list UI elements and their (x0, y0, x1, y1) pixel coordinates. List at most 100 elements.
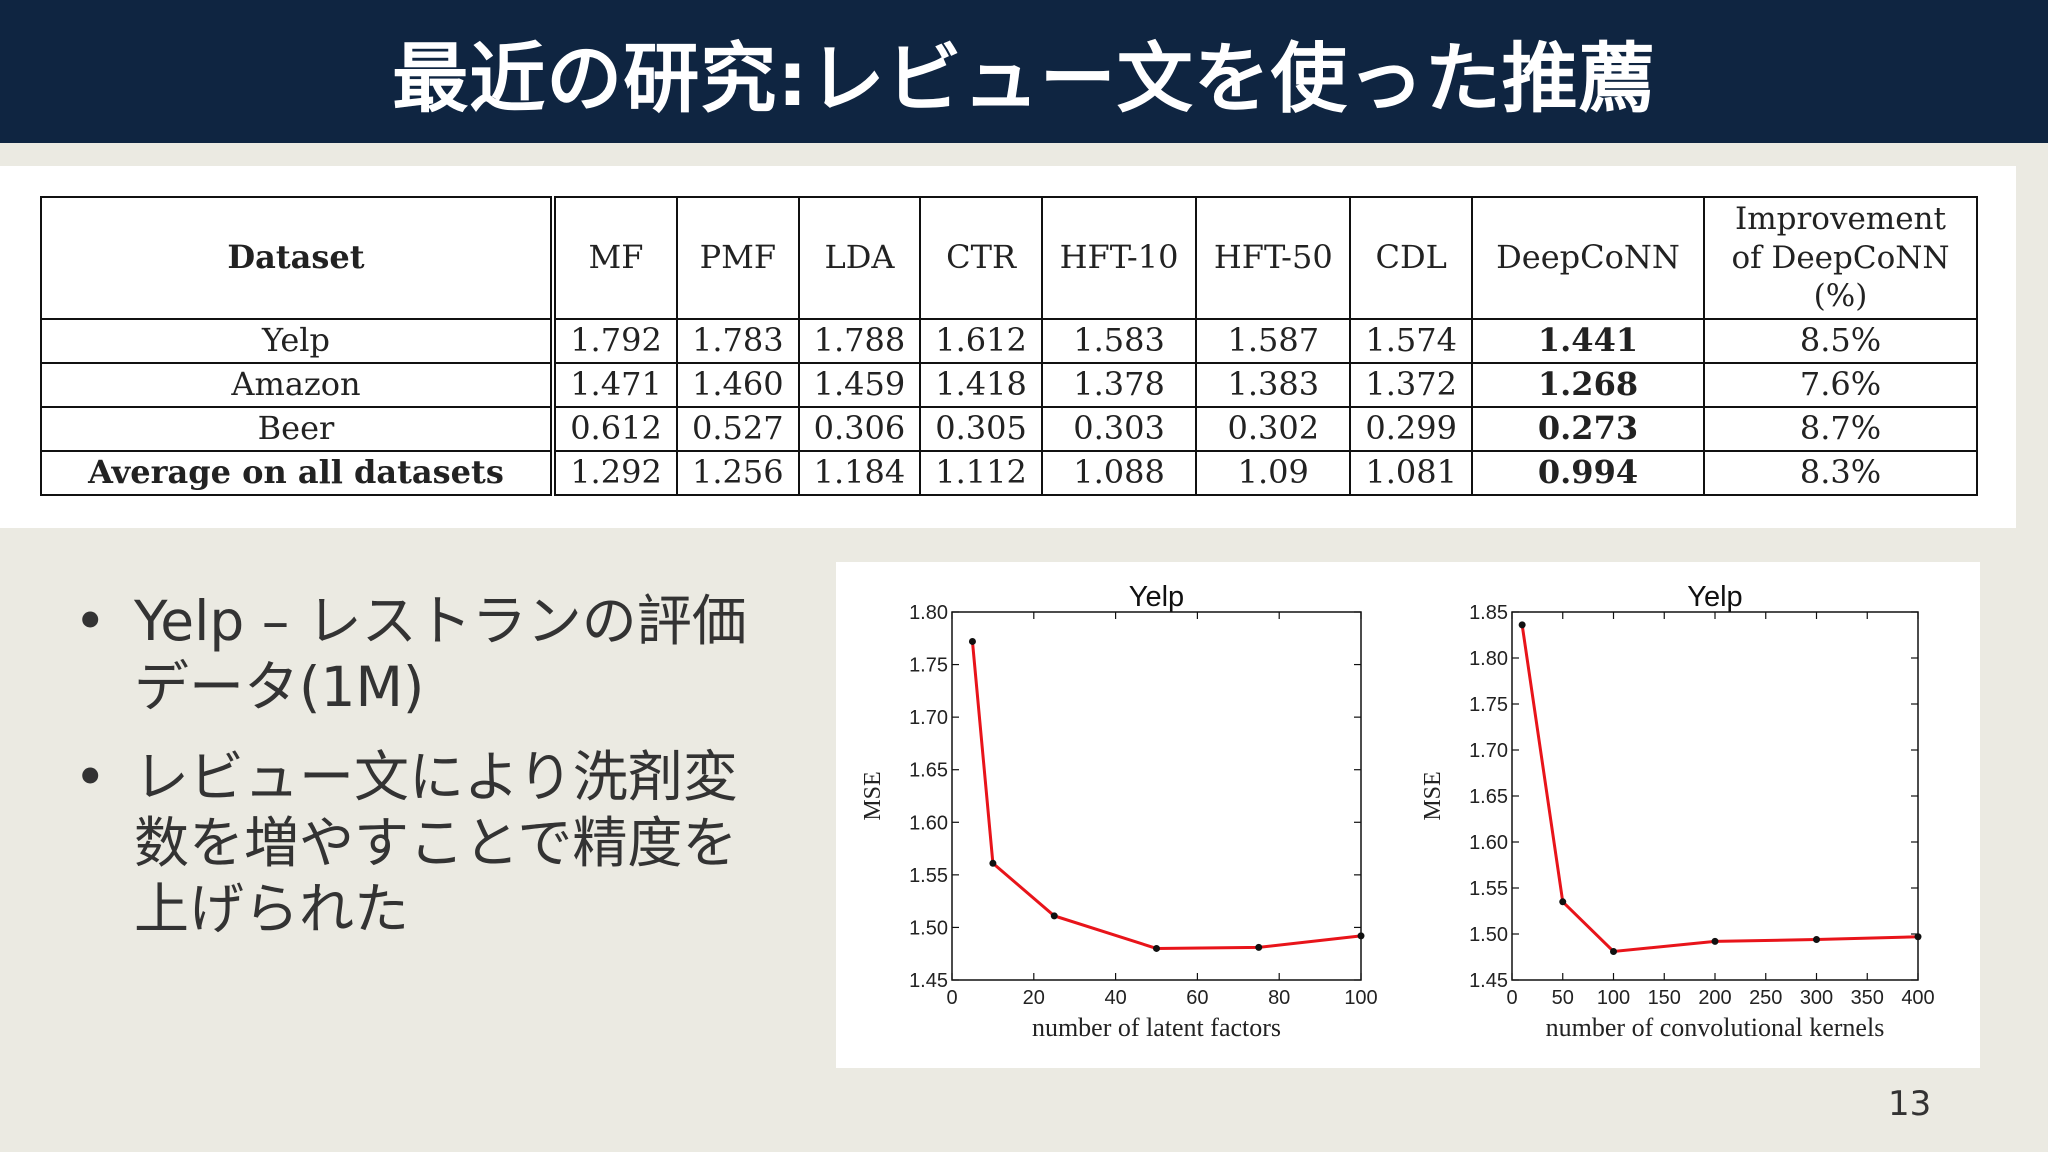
cell-hft-50: 1.587 (1195, 318, 1352, 364)
y-axis-label: MSE (1420, 771, 1446, 820)
cell-dataset: Average on all datasets (40, 450, 556, 496)
y-tick-label: 1.50 (1469, 924, 1508, 946)
data-point (1050, 912, 1058, 920)
series-line (970, 641, 1362, 950)
header-lda: LDA (797, 196, 922, 320)
data-point (1357, 932, 1365, 940)
slide-title: 最近の研究:レビュー文を使った推薦 (392, 33, 1656, 123)
x-tick-label: 50 (1552, 987, 1574, 1009)
data-point (1559, 898, 1567, 906)
x-tick-label: 200 (1698, 987, 1731, 1009)
x-tick-label: 400 (1901, 987, 1934, 1009)
charts-svg: 1.45 1.50 1.55 1.60 1.65 1.70 1.75 1.80 0 20 40 60 8… (860, 581, 1935, 1042)
data-point (989, 859, 997, 867)
cell-deepconn: 0.994 (1471, 450, 1705, 496)
header-improvement-line: of DeepCoNN (1731, 239, 1950, 276)
y-tick-label: 1.80 (1469, 648, 1508, 670)
x-axis-label: number of latent factors (1032, 1013, 1281, 1042)
header-cdl: CDL (1349, 196, 1474, 320)
cell-hft-10: 0.303 (1040, 406, 1198, 452)
x-tick-label: 80 (1268, 987, 1290, 1009)
x-tick-label: 60 (1186, 987, 1208, 1009)
bullet-line: Yelp – レストランの評価 (134, 589, 747, 653)
table-row: Beer 0.612 0.527 0.306 0.305 0.303 0.302… (40, 406, 1979, 452)
cell-deepconn: 1.441 (1471, 318, 1705, 364)
bullet-line: レビュー文により洗剤変 (134, 745, 738, 809)
data-point (1813, 936, 1820, 944)
y-tick-label: 1.70 (909, 707, 948, 729)
header-pmf: PMF (676, 196, 800, 320)
cell-cdl: 1.081 (1349, 450, 1474, 496)
y-tick-label: 1.75 (909, 655, 948, 677)
y-tick-label: 1.60 (1469, 832, 1508, 854)
y-tick-label: 1.60 (909, 812, 948, 834)
cell-lda: 1.184 (797, 450, 922, 496)
header-ctr: CTR (919, 196, 1043, 320)
cell-cdl: 0.299 (1349, 406, 1474, 452)
cell-lda: 0.306 (797, 406, 922, 452)
y-tick-label: 1.75 (1469, 694, 1508, 716)
bullet-item: レビュー文により洗剤変 数を増やすことで精度を 上げられた (70, 744, 810, 942)
y-axis-label: MSE (860, 771, 886, 820)
y-tick-label: 1.50 (909, 917, 948, 939)
x-tick-label: 250 (1749, 987, 1782, 1009)
x-tick-label: 0 (946, 987, 957, 1009)
x-tick-label: 20 (1023, 987, 1045, 1009)
cell-dataset: Yelp (40, 318, 556, 364)
y-tick-label: 1.45 (909, 970, 948, 992)
data-point (1914, 933, 1922, 941)
cell-deepconn: 1.268 (1471, 362, 1705, 408)
x-tick-label: 150 (1648, 987, 1681, 1009)
bullet-line: 数を増やすことで精度を (134, 811, 738, 875)
data-point (1610, 947, 1617, 955)
cell-hft-50: 1.09 (1195, 450, 1352, 496)
chart-title: Yelp (1687, 581, 1742, 613)
table-panel: Dataset MF PMF LDA CTR HFT-10 HFT-50 CDL… (0, 166, 2016, 528)
cell-hft-50: 0.302 (1195, 406, 1352, 452)
header-deepconn: DeepCoNN (1471, 196, 1705, 320)
results-table: Dataset MF PMF LDA CTR HFT-10 HFT-50 CDL… (40, 196, 1979, 496)
cell-ctr: 1.112 (919, 450, 1043, 496)
cell-ctr: 0.305 (919, 406, 1043, 452)
cell-pmf: 1.783 (676, 318, 800, 364)
cell-hft-10: 1.378 (1040, 362, 1198, 408)
cell-improvement: 8.7% (1702, 406, 1979, 452)
cell-lda: 1.788 (797, 318, 922, 364)
data-point (1518, 621, 1526, 629)
y-tick-label: 1.45 (1469, 970, 1508, 992)
series-line (1520, 624, 1919, 954)
header-mf: MF (551, 196, 679, 320)
cell-pmf: 1.256 (676, 450, 800, 496)
bullet-line: データ(1M) (134, 655, 425, 719)
cell-ctr: 1.612 (919, 318, 1043, 364)
cell-mf: 0.612 (551, 406, 679, 452)
cell-pmf: 1.460 (676, 362, 800, 408)
x-tick-label: 350 (1851, 987, 1884, 1009)
cell-cdl: 1.372 (1349, 362, 1474, 408)
table-row: Average on all datasets 1.292 1.256 1.18… (40, 450, 1979, 496)
cell-improvement: 7.6% (1702, 362, 1979, 408)
table-row: Amazon 1.471 1.460 1.459 1.418 1.378 1.3… (40, 362, 1979, 408)
y-tick-label: 1.80 (909, 602, 948, 624)
x-tick-label: 0 (1506, 987, 1517, 1009)
cell-deepconn: 0.273 (1471, 406, 1705, 452)
header-improvement-line: Improvement (1734, 200, 1946, 237)
data-point (1153, 944, 1160, 952)
header-hft-50: HFT-50 (1195, 196, 1352, 320)
y-tick-label: 1.55 (909, 865, 948, 887)
cell-mf: 1.471 (551, 362, 679, 408)
data-point (1711, 937, 1719, 945)
y-tick-label: 1.65 (1469, 786, 1508, 808)
title-bar: 最近の研究:レビュー文を使った推薦 (0, 0, 2048, 143)
cell-pmf: 0.527 (676, 406, 800, 452)
cell-improvement: 8.5% (1702, 318, 1979, 364)
header-dataset: Dataset (40, 196, 556, 320)
cell-mf: 1.292 (551, 450, 679, 496)
header-improvement: Improvement of DeepCoNN (%) (1702, 196, 1979, 320)
bullet-line: 上げられた (134, 877, 410, 941)
x-tick-label: 100 (1344, 987, 1377, 1009)
cell-ctr: 1.418 (919, 362, 1043, 408)
data-point (1255, 943, 1263, 951)
x-tick-label: 40 (1104, 987, 1126, 1009)
table-row: Yelp 1.792 1.783 1.788 1.612 1.583 1.587… (40, 318, 1979, 364)
